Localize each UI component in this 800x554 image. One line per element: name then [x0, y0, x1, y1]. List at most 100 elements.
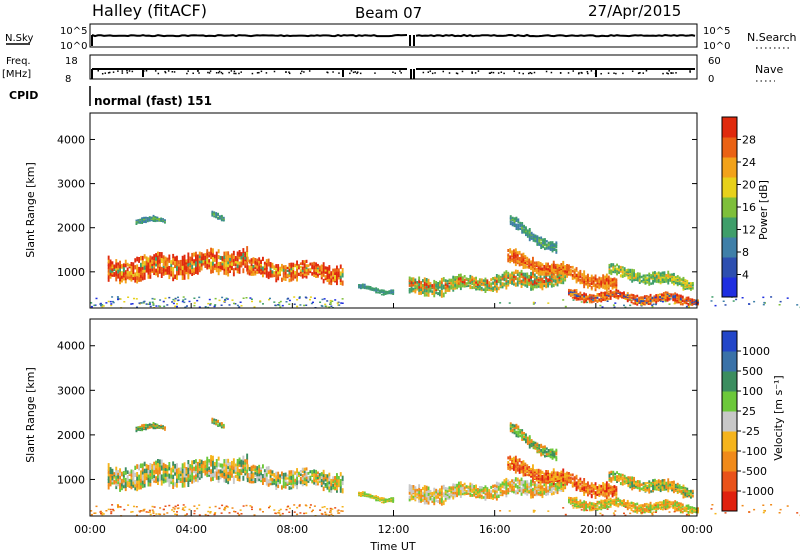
velocity-cell [503, 481, 506, 486]
power-cell [382, 291, 385, 293]
power-cell [657, 296, 660, 299]
velocity-cell [271, 477, 274, 482]
power-cell [499, 278, 502, 281]
velocity-cell [422, 498, 424, 502]
power-cell [217, 261, 220, 266]
velocity-cell [662, 506, 665, 509]
velocity-cell [135, 430, 138, 433]
power-cell [105, 302, 108, 304]
velocity-cell [157, 481, 159, 485]
velocity-cell [221, 467, 224, 471]
power-cell [532, 303, 535, 305]
velocity-cell [410, 496, 413, 501]
velocity-cell [636, 502, 639, 506]
velocity-cell [221, 474, 224, 478]
power-cell [258, 270, 261, 274]
power-cell [153, 259, 156, 263]
power-cell [213, 305, 216, 308]
power-cell [542, 241, 544, 245]
velocity-cell [176, 477, 178, 483]
power-cell [564, 275, 567, 279]
velocity-cell [193, 478, 195, 483]
power-cell [669, 278, 672, 281]
power-cell [686, 286, 689, 290]
velocity-cell [604, 488, 606, 493]
velocity-cell [440, 488, 443, 492]
velocity-cell [516, 467, 519, 471]
power-cell [549, 241, 552, 244]
velocity-cell [263, 469, 266, 473]
velocity-cell [324, 474, 327, 478]
power-cell [332, 276, 335, 280]
power-cell [473, 282, 476, 286]
power-cell [540, 244, 543, 247]
power-cell [100, 304, 102, 307]
velocity-cell [505, 480, 508, 484]
velocity-cell [524, 473, 527, 477]
velocity-cell [172, 468, 175, 473]
velocity-cell [341, 488, 344, 494]
velocity-cell [440, 485, 443, 490]
velocity-cell [585, 486, 587, 489]
power-cell [599, 304, 602, 307]
velocity-cell [679, 511, 682, 514]
power-cell [191, 252, 194, 258]
power-cell [552, 283, 555, 288]
velocity-cell [286, 481, 289, 484]
velocity-cell [181, 467, 184, 474]
velocity-cell [598, 492, 601, 496]
velocity-cell [661, 506, 663, 509]
power-cell [520, 284, 523, 288]
velocity-cell [611, 494, 614, 498]
velocity-cell [532, 482, 534, 486]
power-cell [558, 271, 561, 274]
velocity-cell [446, 497, 449, 500]
power-cell [90, 302, 93, 304]
velocity-cell [613, 498, 616, 501]
power-cell [624, 298, 627, 300]
power-colorbar-tick-label: 20 [742, 179, 756, 192]
power-cell [645, 295, 648, 298]
power-cell [414, 280, 417, 284]
power-cell [250, 272, 253, 276]
nave-dot [258, 71, 260, 74]
nave-dot [530, 72, 533, 75]
power-cell [324, 275, 327, 279]
velocity-cell [282, 484, 285, 489]
power-cell [281, 263, 283, 269]
velocity-cell [149, 468, 152, 473]
velocity-cell [655, 502, 658, 505]
velocity-cell [263, 472, 266, 476]
power-cell [324, 305, 327, 307]
power-cell [228, 304, 231, 306]
power-cell [520, 263, 523, 266]
velocity-cell [246, 477, 249, 483]
power-cell [539, 266, 542, 271]
velocity-cell [281, 474, 283, 480]
power-cell [542, 243, 544, 246]
power-cell [588, 284, 591, 287]
power-cell [555, 245, 558, 248]
power-cell [575, 280, 578, 284]
velocity-cell [664, 499, 667, 502]
power-cell [666, 299, 669, 302]
velocity-cell [290, 472, 293, 476]
power-cell [687, 296, 690, 300]
power-cell [509, 276, 512, 280]
velocity-cell [185, 468, 188, 472]
power-cell [277, 264, 280, 269]
power-cell [647, 295, 650, 299]
power-cell [244, 256, 247, 260]
power-cell [537, 269, 540, 273]
velocity-cell [162, 477, 165, 481]
power-cell [244, 262, 247, 266]
velocity-cell [509, 462, 512, 467]
power-cell [260, 261, 262, 264]
power-cell [121, 277, 123, 283]
power-cell [604, 295, 606, 299]
power-cell [673, 302, 676, 305]
power-cell [530, 263, 532, 266]
velocity-cell [535, 475, 538, 479]
power-cell [456, 276, 458, 280]
power-cell [309, 298, 311, 301]
